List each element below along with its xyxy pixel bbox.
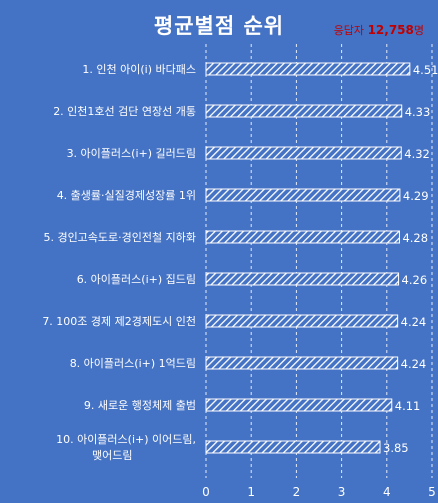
- value-label: 4.28: [402, 231, 428, 245]
- category-label: 9. 새로운 행정체제 출범: [84, 399, 196, 412]
- bar: [205, 272, 400, 286]
- value-label: 4.26: [402, 273, 428, 287]
- bar: [205, 230, 400, 244]
- bar: [205, 62, 411, 76]
- category-label: 6. 아이플러스(i+) 집드림: [77, 273, 196, 286]
- category-label: 5. 경인고속도로·경인전철 지하화: [43, 230, 196, 244]
- category-label: 4. 출생률·실질경제성장률 1위: [57, 189, 196, 202]
- bar: [205, 188, 401, 202]
- value-label: 4.24: [401, 315, 427, 329]
- category-labels: 1. 인천 아이(i) 바다패스 2. 인천1호선 검단 연장선 개통 3. 아이플…: [42, 62, 196, 462]
- category-label-line: 10. 아이플러스(i+) 이어드림,: [56, 433, 196, 446]
- respondent-count: 응답자 12,758명: [334, 22, 424, 38]
- category-label: 10. 아이플러스(i+) 이어드림, 맺어드림: [56, 433, 196, 462]
- value-label: 4.29: [403, 189, 429, 203]
- x-tick-label: 2: [293, 485, 301, 499]
- value-label: 4.32: [404, 147, 430, 161]
- value-labels: 4.51 4.33 4.32 4.29 4.28 4.26 4.24 4.24 4.11 3.85: [383, 63, 438, 455]
- bar: [205, 314, 399, 328]
- chart-title: 평균별점 순위: [153, 14, 285, 38]
- bar: [205, 398, 393, 412]
- respondent-value: 12,758: [367, 23, 414, 37]
- category-label: 7. 100조 경제 제2경제도시 인천: [42, 314, 196, 328]
- bar: [205, 146, 402, 160]
- category-label: 8. 아이플러스(i+) 1억드림: [70, 357, 196, 370]
- value-label: 3.85: [383, 441, 409, 455]
- respondent-label: 응답자: [333, 24, 365, 37]
- x-axis-ticks: 0 1 2 3 4 5: [202, 485, 436, 499]
- x-tick-label: 5: [428, 485, 436, 499]
- category-label: 1. 인천 아이(i) 바다패스: [82, 62, 196, 76]
- x-tick-label: 3: [338, 485, 346, 499]
- category-label: 3. 아이플러스(i+) 길러드림: [67, 147, 196, 160]
- bar: [205, 104, 403, 118]
- category-label-line: 맺어드림: [92, 449, 132, 462]
- bars: [205, 62, 411, 454]
- x-tick-label: 0: [202, 485, 210, 499]
- x-tick-label: 1: [247, 485, 255, 499]
- value-label: 4.24: [401, 357, 427, 371]
- value-label: 4.33: [405, 105, 431, 119]
- bar: [205, 440, 381, 454]
- value-label: 4.11: [395, 399, 421, 413]
- respondent-unit: 명: [413, 24, 424, 37]
- category-label: 2. 인천1호선 검단 연장선 개통: [53, 104, 196, 118]
- value-label: 4.51: [413, 63, 438, 77]
- bar: [205, 356, 399, 370]
- x-tick-label: 4: [383, 485, 391, 499]
